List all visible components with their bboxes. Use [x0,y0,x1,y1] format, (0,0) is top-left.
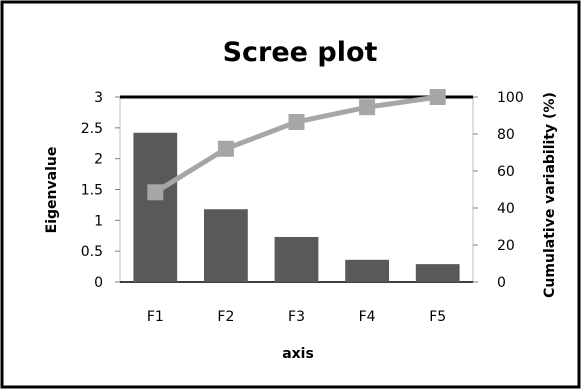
bar-F4 [345,259,389,282]
y2-axis-label: Cumulative variability (%) [542,92,558,298]
right-tick-label: 40 [497,201,515,217]
cumulative-point-F4 [359,99,376,116]
right-tick-label: 20 [497,238,515,254]
cumulative-point-F1 [147,184,164,201]
x-tick-label: F4 [359,309,376,325]
bar-F2 [204,209,248,282]
x-tick-label: F2 [217,309,234,325]
right-tick-label: 100 [497,90,524,106]
left-tick-label: 0.5 [81,244,103,260]
bar-F3 [274,236,319,282]
right-tick-label: 80 [497,127,515,143]
chart-title: Scree plot [223,37,378,68]
cumulative-point-F3 [288,113,305,130]
left-tick-label: 1 [94,213,103,229]
x-tick-label: F3 [288,309,305,325]
bars-group [133,132,460,282]
right-axis-ticks: 0 20 40 60 80 100 [473,90,524,291]
cumulative-point-F5 [429,89,446,105]
bar-F1 [133,132,178,282]
right-tick-label: 60 [497,164,515,180]
cumulative-point-F2 [217,140,234,157]
y-axis-label: Eigenvalue [44,147,60,234]
x-axis-ticks: F1 F2 F3 F4 F5 [147,309,446,325]
cumulative-line-group [147,89,446,201]
right-tick-label: 0 [497,275,506,291]
left-tick-label: 3 [94,90,103,106]
x-tick-label: F5 [429,309,446,325]
plot-area [119,89,474,283]
left-tick-label: 1.5 [81,183,103,199]
bar-F5 [415,264,460,282]
x-tick-label: F1 [147,309,164,325]
left-axis-ticks: 0 0.5 1 1.5 2 2.5 3 [81,90,120,291]
left-tick-label: 0 [94,275,103,291]
left-tick-label: 2.5 [81,121,103,137]
x-axis-label: axis [282,346,314,362]
left-tick-label: 2 [94,152,103,168]
